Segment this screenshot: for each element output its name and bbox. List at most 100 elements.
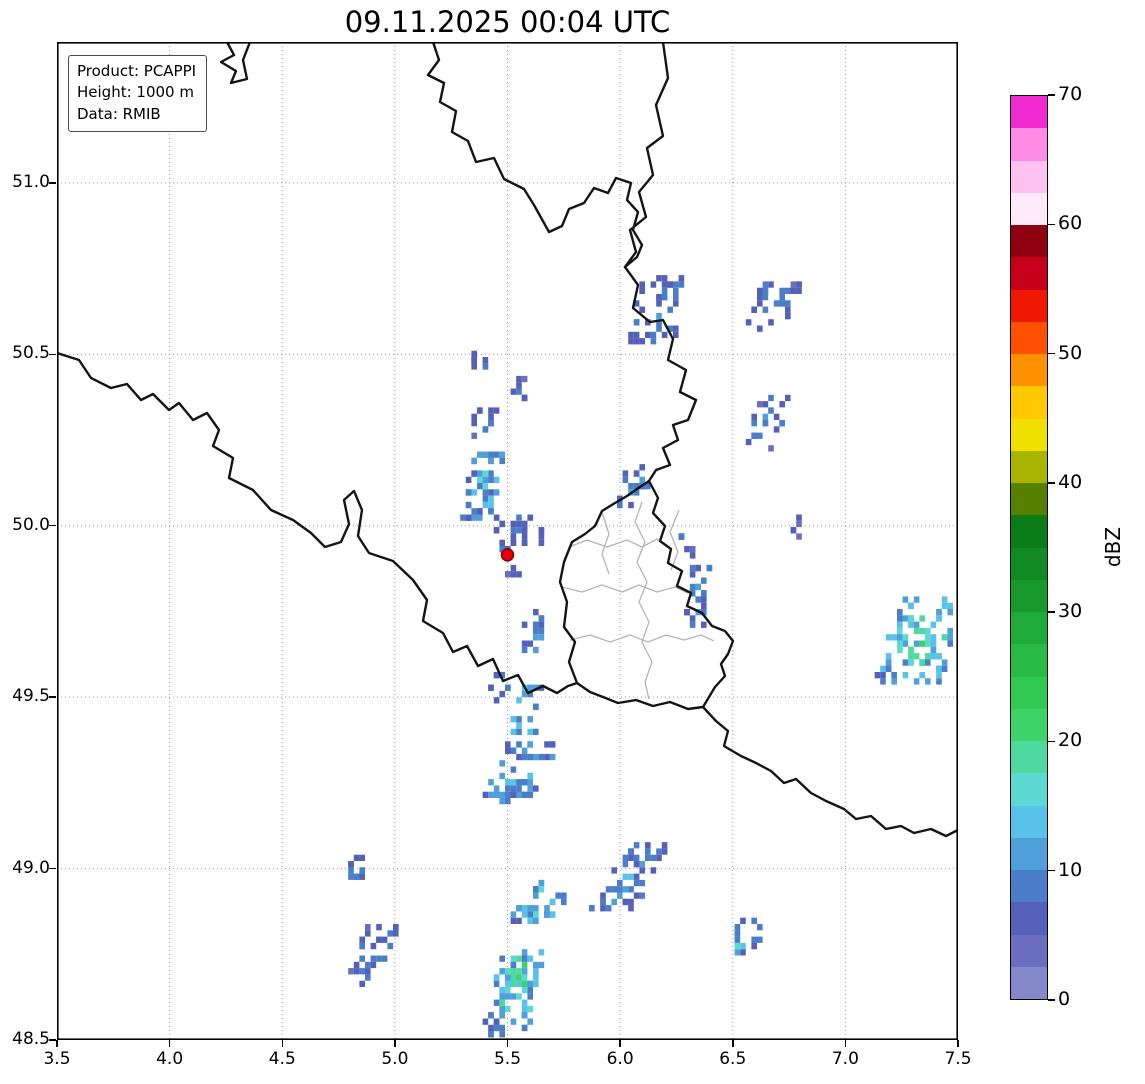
- radar-echo-cell: [527, 779, 533, 786]
- radar-echo-cell: [510, 520, 517, 528]
- radar-echo-cell: [897, 634, 903, 641]
- radar-echo-cell: [533, 646, 539, 654]
- radar-echo-cell: [913, 627, 920, 635]
- radar-echo-cell: [645, 848, 651, 855]
- radar-echo-cell: [521, 533, 528, 540]
- radar-echo-cell: [533, 753, 539, 761]
- colorbar-segment: [1011, 225, 1047, 258]
- radar-echo-cell: [533, 905, 539, 912]
- radar-echo-cell: [639, 464, 645, 471]
- radar-echo-cell: [701, 621, 707, 628]
- radar-echo-cell: [533, 621, 539, 628]
- colorbar-segment: [1011, 386, 1047, 419]
- radar-echo-cell: [493, 672, 500, 679]
- radar-echo-cell: [751, 917, 757, 924]
- radar-echo-cell: [628, 898, 634, 906]
- radar-echo-cell: [785, 312, 791, 320]
- radar-echo-cell: [527, 716, 533, 723]
- x-axis-tick: [56, 1040, 58, 1047]
- info-height: Height: 1000 m: [77, 83, 194, 102]
- radar-echo-cell: [521, 621, 528, 628]
- radar-echo-cell: [874, 672, 881, 679]
- radar-echo-cell: [796, 520, 802, 528]
- radar-echo-cell: [359, 936, 365, 943]
- colorbar-tick-label: 60: [1058, 212, 1083, 235]
- radar-echo-cell: [751, 936, 757, 943]
- radar-echo-cell: [359, 854, 365, 861]
- radar-echo-cell: [936, 665, 942, 672]
- radar-echo-cell: [527, 993, 533, 1000]
- radar-echo-cell: [779, 287, 785, 294]
- radar-echo-cell: [611, 898, 617, 906]
- radar-echo-cell: [482, 470, 489, 477]
- colorbar-axis-label: dBZ: [1101, 526, 1125, 568]
- radar-echo-cell: [499, 451, 505, 458]
- radar-echo-cell: [482, 1018, 489, 1025]
- y-axis-tick: [49, 696, 56, 698]
- radar-echo-cell: [897, 640, 903, 647]
- colorbar-tick-label: 50: [1058, 341, 1083, 364]
- radar-echo-cell: [533, 634, 539, 641]
- colorbar-segment: [1011, 547, 1047, 580]
- radar-echo-cell: [757, 287, 763, 294]
- radar-echo-cell: [880, 678, 886, 685]
- radar-echo-cell: [930, 634, 937, 641]
- radar-echo-cell: [538, 527, 545, 534]
- grid-layer: [57, 42, 958, 1040]
- radar-echo-cell: [516, 980, 522, 987]
- radar-echo-cell: [353, 961, 360, 969]
- radar-echo-cell: [505, 1005, 511, 1013]
- district-border-line: [561, 584, 689, 594]
- radar-echo-cell: [695, 564, 701, 572]
- colorbar-tick-label: 20: [1058, 729, 1083, 752]
- radar-echo-cell: [628, 483, 634, 490]
- colorbar-segment: [1011, 192, 1047, 225]
- radar-echo-cell: [527, 980, 533, 987]
- radar-echo-cell: [633, 861, 640, 868]
- radar-echo-cell: [499, 672, 505, 679]
- radar-echo-cell: [510, 539, 517, 546]
- radar-echo-cell: [465, 501, 472, 509]
- radar-echo-cell: [902, 659, 909, 666]
- radar-echo-cell: [510, 388, 517, 395]
- radar-echo-cell: [359, 873, 365, 880]
- radar-echo-cell: [477, 476, 483, 483]
- radar-echo-cell: [913, 640, 920, 647]
- radar-echo-cell: [695, 596, 701, 603]
- radar-echo-cell: [706, 564, 713, 572]
- colorbar-segment: [1011, 773, 1047, 806]
- radar-echo-cell: [521, 974, 528, 981]
- radar-echo-cell: [516, 716, 522, 723]
- radar-echo-cell: [678, 533, 685, 540]
- radar-echo-cell: [779, 300, 785, 307]
- radar-echo-cell: [897, 646, 903, 654]
- radar-echo-cell: [471, 363, 477, 370]
- y-axis-tick-label: 49.0: [12, 857, 50, 878]
- colorbar-tick: [1048, 740, 1055, 743]
- radar-echo-cell: [936, 678, 942, 685]
- colorbar-segment: [1011, 483, 1047, 516]
- radar-echo-cell: [633, 331, 640, 339]
- radar-echo-cell: [387, 930, 393, 937]
- colorbar: [1010, 95, 1048, 1000]
- radar-echo-cell: [499, 1031, 505, 1038]
- radar-echo-cell: [488, 457, 494, 465]
- radar-echo-cell: [689, 590, 696, 597]
- radar-echo-cell: [701, 590, 707, 597]
- x-axis-tick-label: 6.0: [606, 1049, 634, 1069]
- radar-echo-cell: [796, 514, 802, 521]
- colorbar-segment: [1011, 515, 1047, 548]
- radar-echo-cell: [645, 483, 651, 490]
- colorbar-segment: [1011, 934, 1047, 967]
- x-axis-tick-label: 3.5: [43, 1049, 71, 1069]
- radar-echo-cell: [757, 924, 763, 931]
- radar-echo-cell: [779, 401, 785, 408]
- x-axis-tick-label: 4.0: [156, 1049, 184, 1069]
- radar-echo-cell: [477, 470, 483, 477]
- radar-echo-cell: [510, 955, 517, 962]
- radar-echo-cell: [908, 615, 914, 622]
- radar-echo-cell: [538, 886, 545, 893]
- radar-echo-cell: [891, 634, 897, 641]
- radar-echo-cell: [673, 300, 679, 307]
- radar-echo-cell: [628, 501, 634, 509]
